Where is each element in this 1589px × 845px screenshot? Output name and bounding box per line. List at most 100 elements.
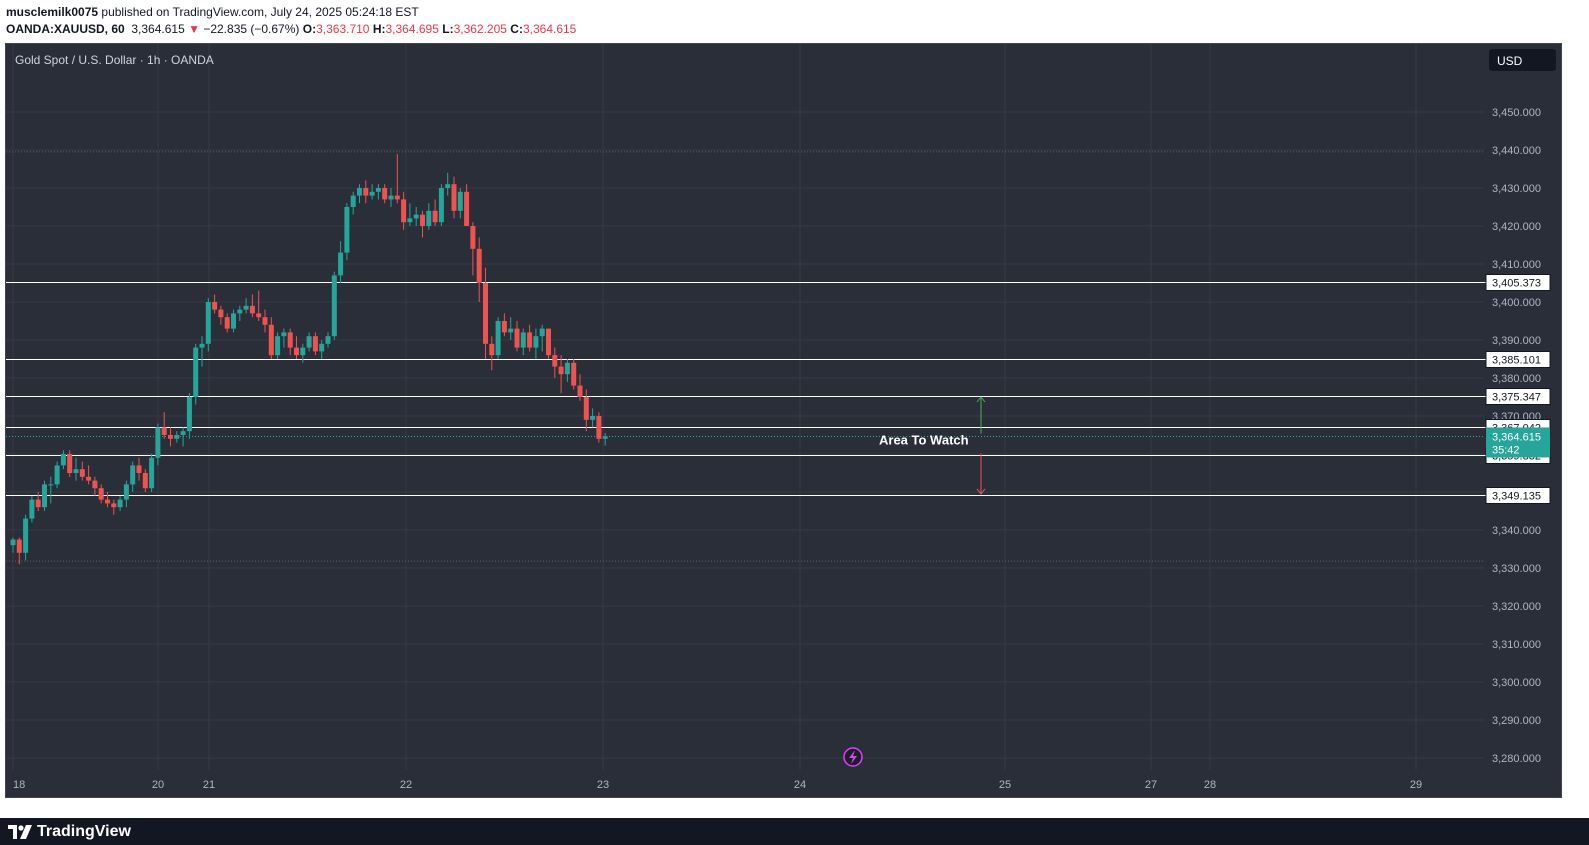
candle-body	[338, 252, 344, 276]
current-price-box	[1486, 427, 1550, 458]
level-label-box	[1485, 487, 1551, 504]
y-tick-label: 3,370.000	[1492, 411, 1541, 423]
candle-body	[375, 188, 381, 192]
candle-body	[483, 283, 488, 344]
candle-body	[331, 275, 337, 337]
candle-body	[224, 317, 230, 329]
candle-body	[470, 226, 476, 249]
candles	[10, 153, 608, 565]
tradingview-logo[interactable]: TradingView	[8, 823, 131, 841]
candle-body	[23, 518, 29, 553]
price-axis-ticks: 3,450.000 3,440.000 3,430.000 3,420.000 3,41…	[1492, 107, 1541, 765]
last-price: 3,364.615	[131, 22, 185, 36]
candle-body	[287, 332, 293, 348]
price-axis[interactable]	[1484, 44, 1561, 797]
candle-body	[312, 336, 318, 352]
high-value: 3,364.695	[385, 22, 439, 36]
price-labels: 3,405.373 3,385.101 3,375.347 3,367.042 3,35…	[1485, 274, 1551, 504]
open-label: O:	[302, 22, 317, 36]
candle-body	[54, 465, 60, 485]
candle-body	[501, 321, 507, 333]
candle-body	[590, 416, 596, 420]
currency-button[interactable]: USD	[1489, 49, 1556, 71]
y-tick-label: 3,350.000	[1492, 487, 1541, 499]
candle-body	[205, 302, 211, 344]
y-tick-label: 3,300.000	[1492, 677, 1541, 689]
candle-body	[281, 332, 287, 337]
candle-body	[111, 503, 117, 508]
candle-body	[495, 321, 501, 356]
candle-body	[357, 188, 362, 196]
candle-body	[577, 385, 583, 397]
time-axis[interactable]: 18 20 21 22 23 24 25 27 28 29	[13, 779, 1422, 791]
candle-body	[16, 539, 22, 553]
lightning-icon[interactable]	[843, 747, 863, 767]
y-tick-label: 3,310.000	[1492, 639, 1541, 651]
candle-body	[445, 184, 451, 188]
candle-body	[294, 347, 299, 356]
candle-body	[231, 313, 236, 329]
level-label: 3,367.042	[1492, 423, 1541, 435]
candle-body	[60, 454, 66, 466]
down-arrow-icon: ▼	[188, 22, 200, 36]
y-tick-label: 3,430.000	[1492, 183, 1541, 195]
candle-body	[73, 469, 79, 473]
x-tick-label: 27	[1145, 779, 1157, 791]
brand-name: TradingView	[37, 823, 131, 840]
candle-body	[382, 188, 388, 200]
candle-body	[174, 435, 180, 439]
countdown-label: 35:42	[1492, 444, 1520, 456]
level-label-box	[1485, 274, 1551, 291]
candle-body	[350, 195, 356, 207]
candle-body	[420, 214, 425, 226]
level-label-box	[1485, 447, 1551, 464]
ohlc-legend: OANDA:XAUUSD, 60 3,364.615 ▼ −22.835 (−0…	[6, 22, 576, 36]
y-tick-label: 3,420.000	[1492, 221, 1541, 233]
level-label-box	[1485, 388, 1551, 405]
annotation: Area To Watch	[879, 396, 986, 495]
candle-body	[180, 431, 186, 435]
candle-body	[130, 465, 136, 485]
x-tick-label: 20	[152, 779, 164, 791]
y-tick-label: 3,280.000	[1492, 753, 1541, 765]
up-arrow-icon	[976, 396, 986, 403]
candle-body	[300, 347, 306, 356]
candle-body	[432, 210, 438, 223]
level-label-box	[1485, 351, 1551, 368]
candle-body	[546, 328, 551, 356]
currency-button-label[interactable]: USD	[1497, 54, 1523, 68]
y-tick-label: 3,380.000	[1492, 373, 1541, 385]
x-tick-label: 24	[794, 779, 806, 791]
candle-body	[142, 473, 148, 489]
candle-body	[457, 191, 463, 211]
candle-body	[539, 328, 545, 337]
publisher-name: musclemilk0075	[6, 5, 99, 19]
candle-body	[564, 362, 570, 375]
candle-body	[558, 366, 564, 375]
candle-body	[602, 436, 608, 439]
candle-body	[268, 324, 274, 356]
candle-body	[394, 195, 400, 200]
chart-border	[5, 43, 1562, 798]
symbol-label: OANDA:XAUUSD, 60	[6, 22, 125, 36]
close-label: C:	[510, 22, 523, 36]
grid	[6, 44, 1484, 770]
x-tick-label: 18	[13, 779, 25, 791]
candle-body	[237, 309, 243, 314]
candle-body	[401, 199, 407, 223]
candle-body	[369, 191, 375, 196]
y-tick-label: 3,340.000	[1492, 525, 1541, 537]
horizontal-levels	[6, 282, 1486, 496]
level-label: 3,375.347	[1492, 392, 1541, 404]
candle-body	[407, 218, 413, 223]
candle-body	[212, 302, 218, 310]
candle-body	[527, 332, 533, 348]
x-tick-label: 21	[203, 779, 215, 791]
candle-body	[117, 499, 123, 508]
candle-body	[218, 309, 224, 318]
candle-body	[325, 336, 331, 344]
annotation-text: Area To Watch	[879, 432, 969, 447]
x-tick-label: 22	[400, 779, 412, 791]
candle-body	[596, 416, 602, 439]
